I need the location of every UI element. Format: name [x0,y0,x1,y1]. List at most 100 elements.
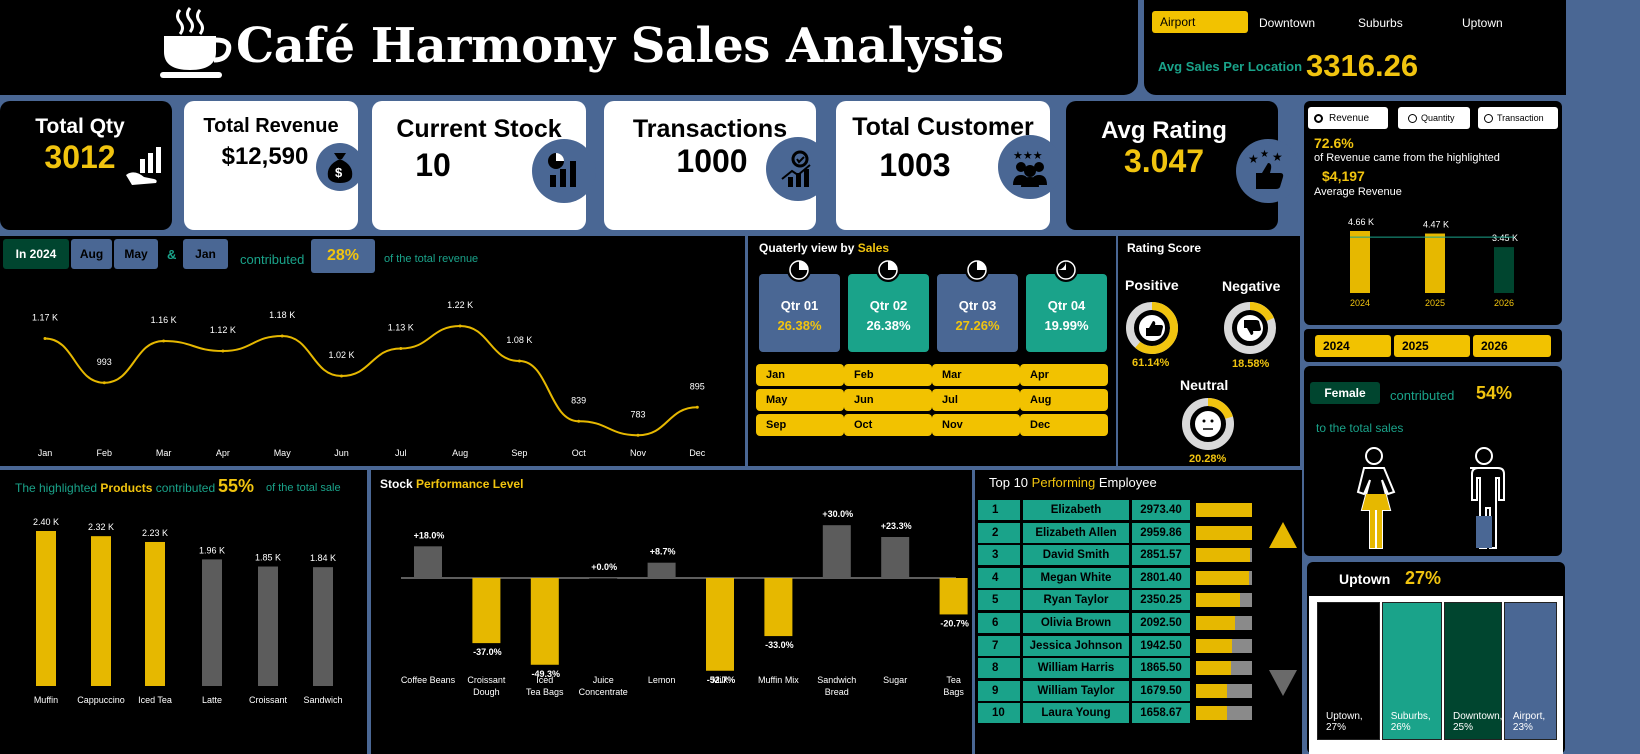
employee-row[interactable]: 1 Elizabeth 2973.40 [978,500,1254,520]
employee-bar-track [1196,548,1252,563]
employee-bar-track [1196,661,1252,676]
employee-row[interactable]: 6 Olivia Brown 2092.50 [978,613,1254,633]
radio-icon [1484,113,1493,123]
month-button-apr[interactable]: Apr [1020,364,1108,386]
product-tick-label: Cappuccino [77,695,125,705]
employee-rank: 3 [978,545,1020,566]
year-2025-button[interactable]: 2025 [1394,335,1470,357]
stock-tick-label: Tea [946,675,961,685]
quarter-card-2[interactable]: Qtr 02 26.38% [848,274,929,352]
employee-row[interactable]: 8 William Harris 1865.50 [978,658,1254,679]
gender-female-chip[interactable]: Female [1310,382,1380,404]
employee-row[interactable]: 9 William Taylor 1679.50 [978,680,1254,701]
quarter-card-3[interactable]: Qtr 03 27.26% [937,274,1018,352]
stock-panel: Stock Performance Level +18.0% Coffee Bea… [371,470,972,754]
kpi-total-customer-value: 1003 [879,147,951,183]
employees-title-prefix: Top 10 [989,475,1029,490]
quarter-card-4[interactable]: Qtr 04 19.99% [1026,274,1107,352]
employee-rank: 10 [978,703,1020,724]
employee-row[interactable]: 7 Jessica Johnson 1942.50 [978,635,1254,656]
employee-row[interactable]: 10 Laura Young 1658.67 [978,703,1254,724]
svg-text:★: ★ [1248,152,1259,166]
employee-rank: 6 [978,613,1020,633]
stock-tick-label: Bags [943,687,964,697]
product-bar [36,531,56,686]
stock-bar [647,562,676,578]
month-button-mar[interactable]: Mar [932,364,1020,386]
pie-slice [977,261,986,270]
year-2024-button[interactable]: 2024 [1315,335,1391,357]
month-button-feb[interactable]: Feb [844,364,932,386]
employee-bar-track [1196,503,1252,517]
monthly-line-chart: 1.17 K Jan 993 Feb 1.16 K Mar 1.12 K Apr 1.18 K M… [32,300,706,458]
measure-quantity-label: Quantity [1421,113,1455,123]
treemap-cell-label: Downtown, 25% [1452,711,1503,733]
donut-fill [1182,398,1234,450]
location-suburbs-button[interactable]: Suburbs [1358,16,1403,30]
stock-tick-label: Dough [473,687,500,697]
month-button-jan[interactable]: Jan [756,364,844,386]
positive-value: 61.14% [1132,357,1170,369]
neutral-label: Neutral [1180,377,1229,393]
year-bar-chart: 4.66 K 2024 4.47 K 2025 3.45 K 2026 [1348,217,1518,308]
kpi-total-qty-label: Total Qty [35,115,125,138]
month-button-dec[interactable]: Dec [1020,414,1108,436]
month-chip-may[interactable]: May [114,239,158,269]
treemap-cell[interactable]: Downtown, 25% [1443,602,1503,740]
year-2024-chip[interactable]: In 2024 [3,239,69,269]
location-uptown-button[interactable]: Uptown [1462,16,1503,30]
stock-title: Stock Performance Level [380,477,523,491]
month-button-may[interactable]: May [756,389,844,411]
employee-bar-track [1196,706,1252,721]
stock-chart-icon [532,139,596,203]
kpi-avg-rating-value: 3.047 [1123,143,1205,179]
quarterly-panel: Quaterly view by Sales Qtr 01 26.38% Qtr 0… [748,236,1116,466]
stock-bar [764,578,793,637]
product-tick-label: Muffin [34,695,58,705]
scroll-up-arrow-icon[interactable] [1268,520,1298,550]
location-downtown-button[interactable]: Downtown [1259,16,1316,30]
product-bar-label: 1.85 K [255,553,281,563]
employee-value: 2350.25 [1132,590,1190,611]
month-button-jun[interactable]: Jun [844,389,932,411]
rating-panel: Rating Score Positive Negative 61.14% 18… [1118,236,1300,466]
location-airport-button[interactable]: Airport [1152,11,1248,33]
employee-row[interactable]: 3 David Smith 2851.57 [978,545,1254,566]
month-chip-jan[interactable]: Jan [183,239,228,269]
svg-text:★★★: ★★★ [1013,150,1043,162]
quarterly-title: Quaterly view by Sales [759,241,889,255]
month-button-aug[interactable]: Aug [1020,389,1108,411]
scroll-down-arrow-icon[interactable] [1268,668,1298,698]
treemap-cell[interactable]: Airport, 23% [1503,602,1558,740]
stock-tick-label: Tea Bags [526,687,564,697]
month-button-sep[interactable]: Sep [756,414,844,436]
treemap-cell[interactable]: Uptown, 27% [1317,602,1381,740]
employee-row[interactable]: 2 Elizabeth Allen 2959.86 [978,522,1254,543]
line-data-label: 1.13 K [388,323,414,333]
line-point [695,405,699,409]
avg-sales-value: 3316.26 [1306,48,1419,83]
measure-revenue-toggle[interactable]: Revenue [1308,107,1388,129]
employee-row[interactable]: 4 Megan White 2801.40 [978,567,1254,588]
employee-name: Elizabeth [1023,500,1129,520]
month-button-jul[interactable]: Jul [932,389,1020,411]
year-2026-button[interactable]: 2026 [1473,335,1551,357]
month-chip-aug[interactable]: Aug [71,239,112,269]
products-highlight: Products [100,481,153,495]
treemap-cell[interactable]: Suburbs, 26% [1381,602,1443,740]
location-share-label: Uptown [1339,571,1391,587]
x-tick-label: May [274,448,292,458]
measure-transaction-toggle[interactable]: Transaction [1478,107,1558,129]
employee-row[interactable]: 5 Ryan Taylor 2350.25 [978,590,1254,611]
year-bar [1350,231,1370,293]
kpi-transactions-label: Transactions [632,115,788,143]
measure-quantity-toggle[interactable]: Quantity [1398,107,1470,129]
quarter-card-1[interactable]: Qtr 01 26.38% [759,274,840,352]
month-button-oct[interactable]: Oct [844,414,932,436]
employee-name: William Taylor [1023,680,1129,701]
month-button-nov[interactable]: Nov [932,414,1020,436]
quarter-label: Qtr 03 [958,298,997,313]
line-point [399,347,403,350]
employee-bar-fill [1196,638,1233,653]
quarterly-title-prefix: Quaterly view by [759,241,855,255]
